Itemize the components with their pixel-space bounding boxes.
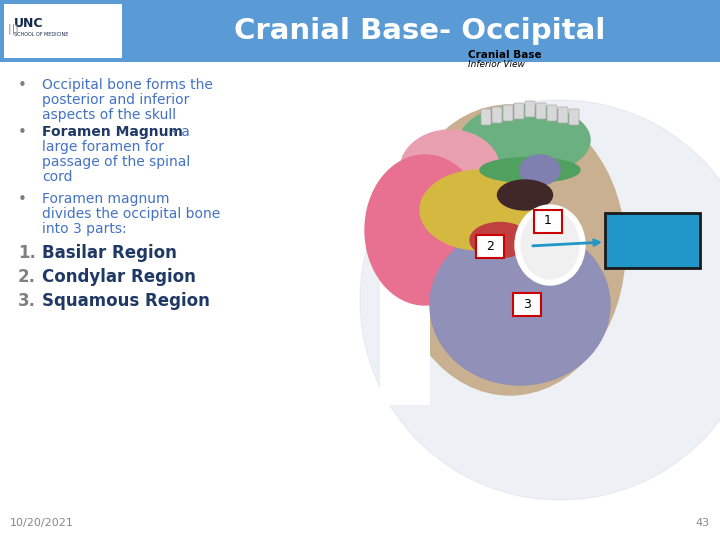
FancyBboxPatch shape (0, 0, 720, 62)
Text: 2: 2 (486, 240, 494, 253)
Text: 10/20/2021: 10/20/2021 (10, 518, 74, 528)
Ellipse shape (460, 105, 590, 175)
FancyBboxPatch shape (569, 109, 579, 125)
Circle shape (360, 100, 720, 500)
Text: |||: ||| (8, 24, 22, 35)
Text: •: • (17, 192, 27, 207)
Text: aspects of the skull: aspects of the skull (42, 108, 176, 122)
Text: posterior and inferior: posterior and inferior (42, 93, 189, 107)
Text: Basilar Region: Basilar Region (42, 244, 177, 262)
FancyBboxPatch shape (503, 105, 513, 121)
Text: Foramen Magnum: Foramen Magnum (42, 125, 183, 139)
Ellipse shape (395, 105, 625, 395)
Ellipse shape (420, 170, 540, 250)
Text: large foramen for: large foramen for (42, 140, 164, 154)
Ellipse shape (365, 155, 485, 305)
Ellipse shape (520, 155, 560, 185)
Text: Occipital bone forms the: Occipital bone forms the (42, 78, 213, 92)
Ellipse shape (480, 158, 580, 183)
FancyBboxPatch shape (525, 101, 535, 117)
Text: 1: 1 (544, 214, 552, 227)
FancyBboxPatch shape (536, 103, 546, 119)
Text: divides the occipital bone: divides the occipital bone (42, 207, 220, 221)
FancyBboxPatch shape (380, 95, 430, 405)
FancyBboxPatch shape (492, 107, 502, 123)
Text: passage of the spinal: passage of the spinal (42, 155, 190, 169)
Ellipse shape (521, 211, 579, 279)
Text: 43: 43 (696, 518, 710, 528)
Text: 3.: 3. (18, 292, 36, 310)
Text: Foramen magnum: Foramen magnum (42, 192, 169, 206)
Text: Cranial Base: Cranial Base (468, 50, 541, 60)
Text: Inferior View: Inferior View (468, 60, 525, 69)
FancyBboxPatch shape (547, 105, 557, 121)
FancyBboxPatch shape (481, 109, 491, 125)
Text: 2.: 2. (18, 268, 36, 286)
Text: into 3 parts:: into 3 parts: (42, 222, 127, 236)
FancyBboxPatch shape (514, 103, 524, 119)
FancyBboxPatch shape (558, 107, 568, 123)
Text: Cranial Base- Occipital: Cranial Base- Occipital (234, 17, 606, 45)
Text: SCHOOL OF MEDICINE: SCHOOL OF MEDICINE (14, 31, 68, 37)
Ellipse shape (430, 225, 610, 385)
Text: - a: - a (172, 125, 190, 139)
Ellipse shape (470, 222, 530, 258)
Text: •: • (17, 78, 27, 93)
FancyBboxPatch shape (534, 210, 562, 233)
FancyBboxPatch shape (476, 235, 504, 258)
Ellipse shape (400, 130, 500, 210)
FancyBboxPatch shape (4, 4, 122, 58)
Ellipse shape (515, 205, 585, 285)
Text: Squamous Region: Squamous Region (42, 292, 210, 310)
Text: 1.: 1. (18, 244, 36, 262)
FancyBboxPatch shape (513, 293, 541, 316)
Text: UNC: UNC (14, 17, 43, 30)
Text: 3: 3 (523, 298, 531, 310)
Ellipse shape (498, 180, 552, 210)
Text: •: • (17, 125, 27, 140)
Text: Condylar Region: Condylar Region (42, 268, 196, 286)
Text: cord: cord (42, 170, 73, 184)
FancyBboxPatch shape (605, 213, 700, 268)
